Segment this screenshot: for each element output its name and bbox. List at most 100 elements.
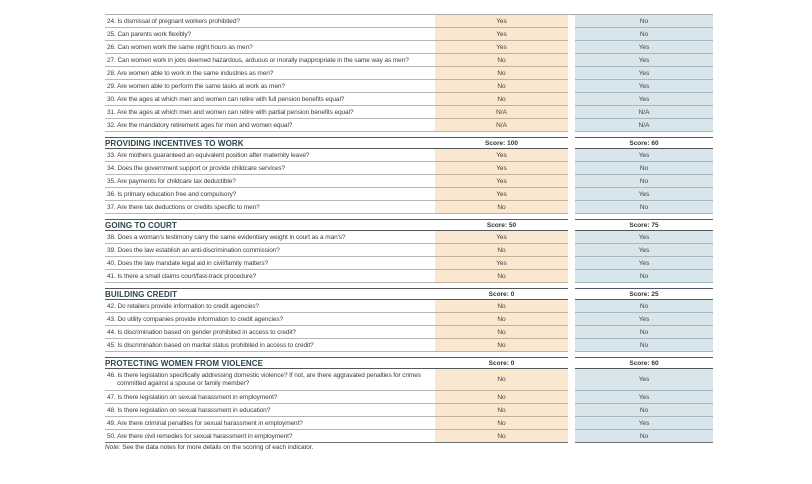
column-gap	[568, 106, 575, 119]
table-row: 34. Does the government support or provi…	[105, 162, 713, 175]
question-cell: 33. Are mothers guaranteed an equivalent…	[105, 149, 435, 162]
column-gap	[568, 357, 575, 369]
answer-cell-economy1: No	[435, 80, 568, 93]
column-gap	[568, 137, 575, 149]
section-title: GOING TO COURT	[105, 219, 435, 231]
question-cell: 47. Is there legislation on sexual haras…	[105, 391, 435, 404]
question-cell: 50. Are there civil remedies for sexual …	[105, 430, 435, 443]
column-gap	[568, 391, 575, 404]
answer-cell-economy2: No	[575, 339, 713, 352]
table-row: 44. Is discrimination based on gender pr…	[105, 326, 713, 339]
column-gap	[568, 404, 575, 417]
table-row: 31. Are the ages at which men and women …	[105, 106, 713, 119]
table-row: 25. Can parents work flexibly? Yes No	[105, 28, 713, 41]
question-cell: 30. Are the ages at which men and women …	[105, 93, 435, 106]
question-cell: 25. Can parents work flexibly?	[105, 28, 435, 41]
answer-cell-economy2: Yes	[575, 54, 713, 67]
answer-cell-economy2: No	[575, 300, 713, 313]
answer-cell-economy2: No	[575, 175, 713, 188]
answer-cell-economy1: Yes	[435, 257, 568, 270]
section-header: PROTECTING WOMEN FROM VIOLENCE Score: 0 Sc…	[105, 357, 713, 369]
answer-cell-economy2: No	[575, 326, 713, 339]
section-header: GOING TO COURT Score: 50 Score: 75	[105, 219, 713, 231]
table-row: 49. Are there criminal penalties for sex…	[105, 417, 713, 430]
table-row: 33. Are mothers guaranteed an equivalent…	[105, 149, 713, 162]
answer-cell-economy2: No	[575, 270, 713, 283]
question-cell: 34. Does the government support or provi…	[105, 162, 435, 175]
section-title: PROVIDING INCENTIVES TO WORK	[105, 137, 435, 149]
question-cell: 44. Is discrimination based on gender pr…	[105, 326, 435, 339]
column-gap	[568, 300, 575, 313]
answer-cell-economy1: No	[435, 313, 568, 326]
answer-cell-economy2: Yes	[575, 80, 713, 93]
question-cell: 32. Are the mandatory retirement ages fo…	[105, 119, 435, 132]
answer-cell-economy1: No	[435, 244, 568, 257]
column-gap	[568, 417, 575, 430]
table-row: 41. Is there a small claims court/fast-t…	[105, 270, 713, 283]
section-score-economy2: Score: 25	[575, 288, 713, 300]
answer-cell-economy2: Yes	[575, 231, 713, 244]
question-cell: 37. Are there tax deductions or credits …	[105, 201, 435, 214]
answer-cell-economy2: Yes	[575, 149, 713, 162]
section-header: PROVIDING INCENTIVES TO WORK Score: 100 Sc…	[105, 137, 713, 149]
answer-cell-economy1: N/A	[435, 106, 568, 119]
table-note: Note: See the data notes for more detail…	[105, 444, 313, 451]
table-row: 37. Are there tax deductions or credits …	[105, 201, 713, 214]
section-title: BUILDING CREDIT	[105, 288, 435, 300]
answer-cell-economy1: No	[435, 67, 568, 80]
answer-cell-economy1: Yes	[435, 188, 568, 201]
table-row: 26. Can women work the same night hours …	[105, 41, 713, 54]
column-gap	[568, 54, 575, 67]
table-row: 24. Is dismissal of pregnant workers pro…	[105, 15, 713, 28]
section-score-economy1: Score: 50	[435, 219, 568, 231]
answer-cell-economy1: No	[435, 93, 568, 106]
question-cell: 31. Are the ages at which men and women …	[105, 106, 435, 119]
column-gap	[568, 67, 575, 80]
column-gap	[568, 175, 575, 188]
section-score-economy2: Score: 75	[575, 219, 713, 231]
column-gap	[568, 369, 575, 391]
question-cell: 36. Is primary education free and compul…	[105, 188, 435, 201]
table-row: 43. Do utility companies provide informa…	[105, 313, 713, 326]
table-row: 50. Are there civil remedies for sexual …	[105, 430, 713, 443]
section-score-economy1: Score: 100	[435, 137, 568, 149]
column-gap	[568, 257, 575, 270]
answer-cell-economy2: Yes	[575, 67, 713, 80]
answer-cell-economy1: Yes	[435, 175, 568, 188]
answer-cell-economy1: Yes	[435, 149, 568, 162]
question-cell: 41. Is there a small claims court/fast-t…	[105, 270, 435, 283]
answer-cell-economy1: No	[435, 339, 568, 352]
column-gap	[568, 219, 575, 231]
column-gap	[568, 93, 575, 106]
table-row: 36. Is primary education free and compul…	[105, 188, 713, 201]
column-gap	[568, 288, 575, 300]
answer-cell-economy1: Yes	[435, 231, 568, 244]
answer-cell-economy2: No	[575, 28, 713, 41]
answer-cell-economy2: Yes	[575, 93, 713, 106]
table-row: 30. Are the ages at which men and women …	[105, 93, 713, 106]
section-score-economy2: Score: 60	[575, 357, 713, 369]
question-cell: 40. Does the law mandate legal aid in ci…	[105, 257, 435, 270]
answer-cell-economy2: Yes	[575, 417, 713, 430]
column-gap	[568, 188, 575, 201]
column-gap	[568, 119, 575, 132]
answer-cell-economy1: No	[435, 430, 568, 443]
column-gap	[568, 430, 575, 443]
answer-cell-economy1: No	[435, 300, 568, 313]
column-gap	[568, 270, 575, 283]
table-row: 39. Does the law establish an anti-discr…	[105, 244, 713, 257]
question-cell: 35. Are payments for childcare tax deduc…	[105, 175, 435, 188]
answer-cell-economy2: Yes	[575, 188, 713, 201]
indicator-table: 24. Is dismissal of pregnant workers pro…	[105, 14, 713, 443]
question-cell: 39. Does the law establish an anti-discr…	[105, 244, 435, 257]
answer-cell-economy1: No	[435, 369, 568, 391]
section-score-economy2: Score: 60	[575, 137, 713, 149]
column-gap	[568, 326, 575, 339]
answer-cell-economy1: Yes	[435, 15, 568, 28]
column-gap	[568, 201, 575, 214]
table-row: 46. Is there legislation specifically ad…	[105, 369, 713, 391]
answer-cell-economy1: No	[435, 404, 568, 417]
answer-cell-economy1: No	[435, 270, 568, 283]
column-gap	[568, 313, 575, 326]
